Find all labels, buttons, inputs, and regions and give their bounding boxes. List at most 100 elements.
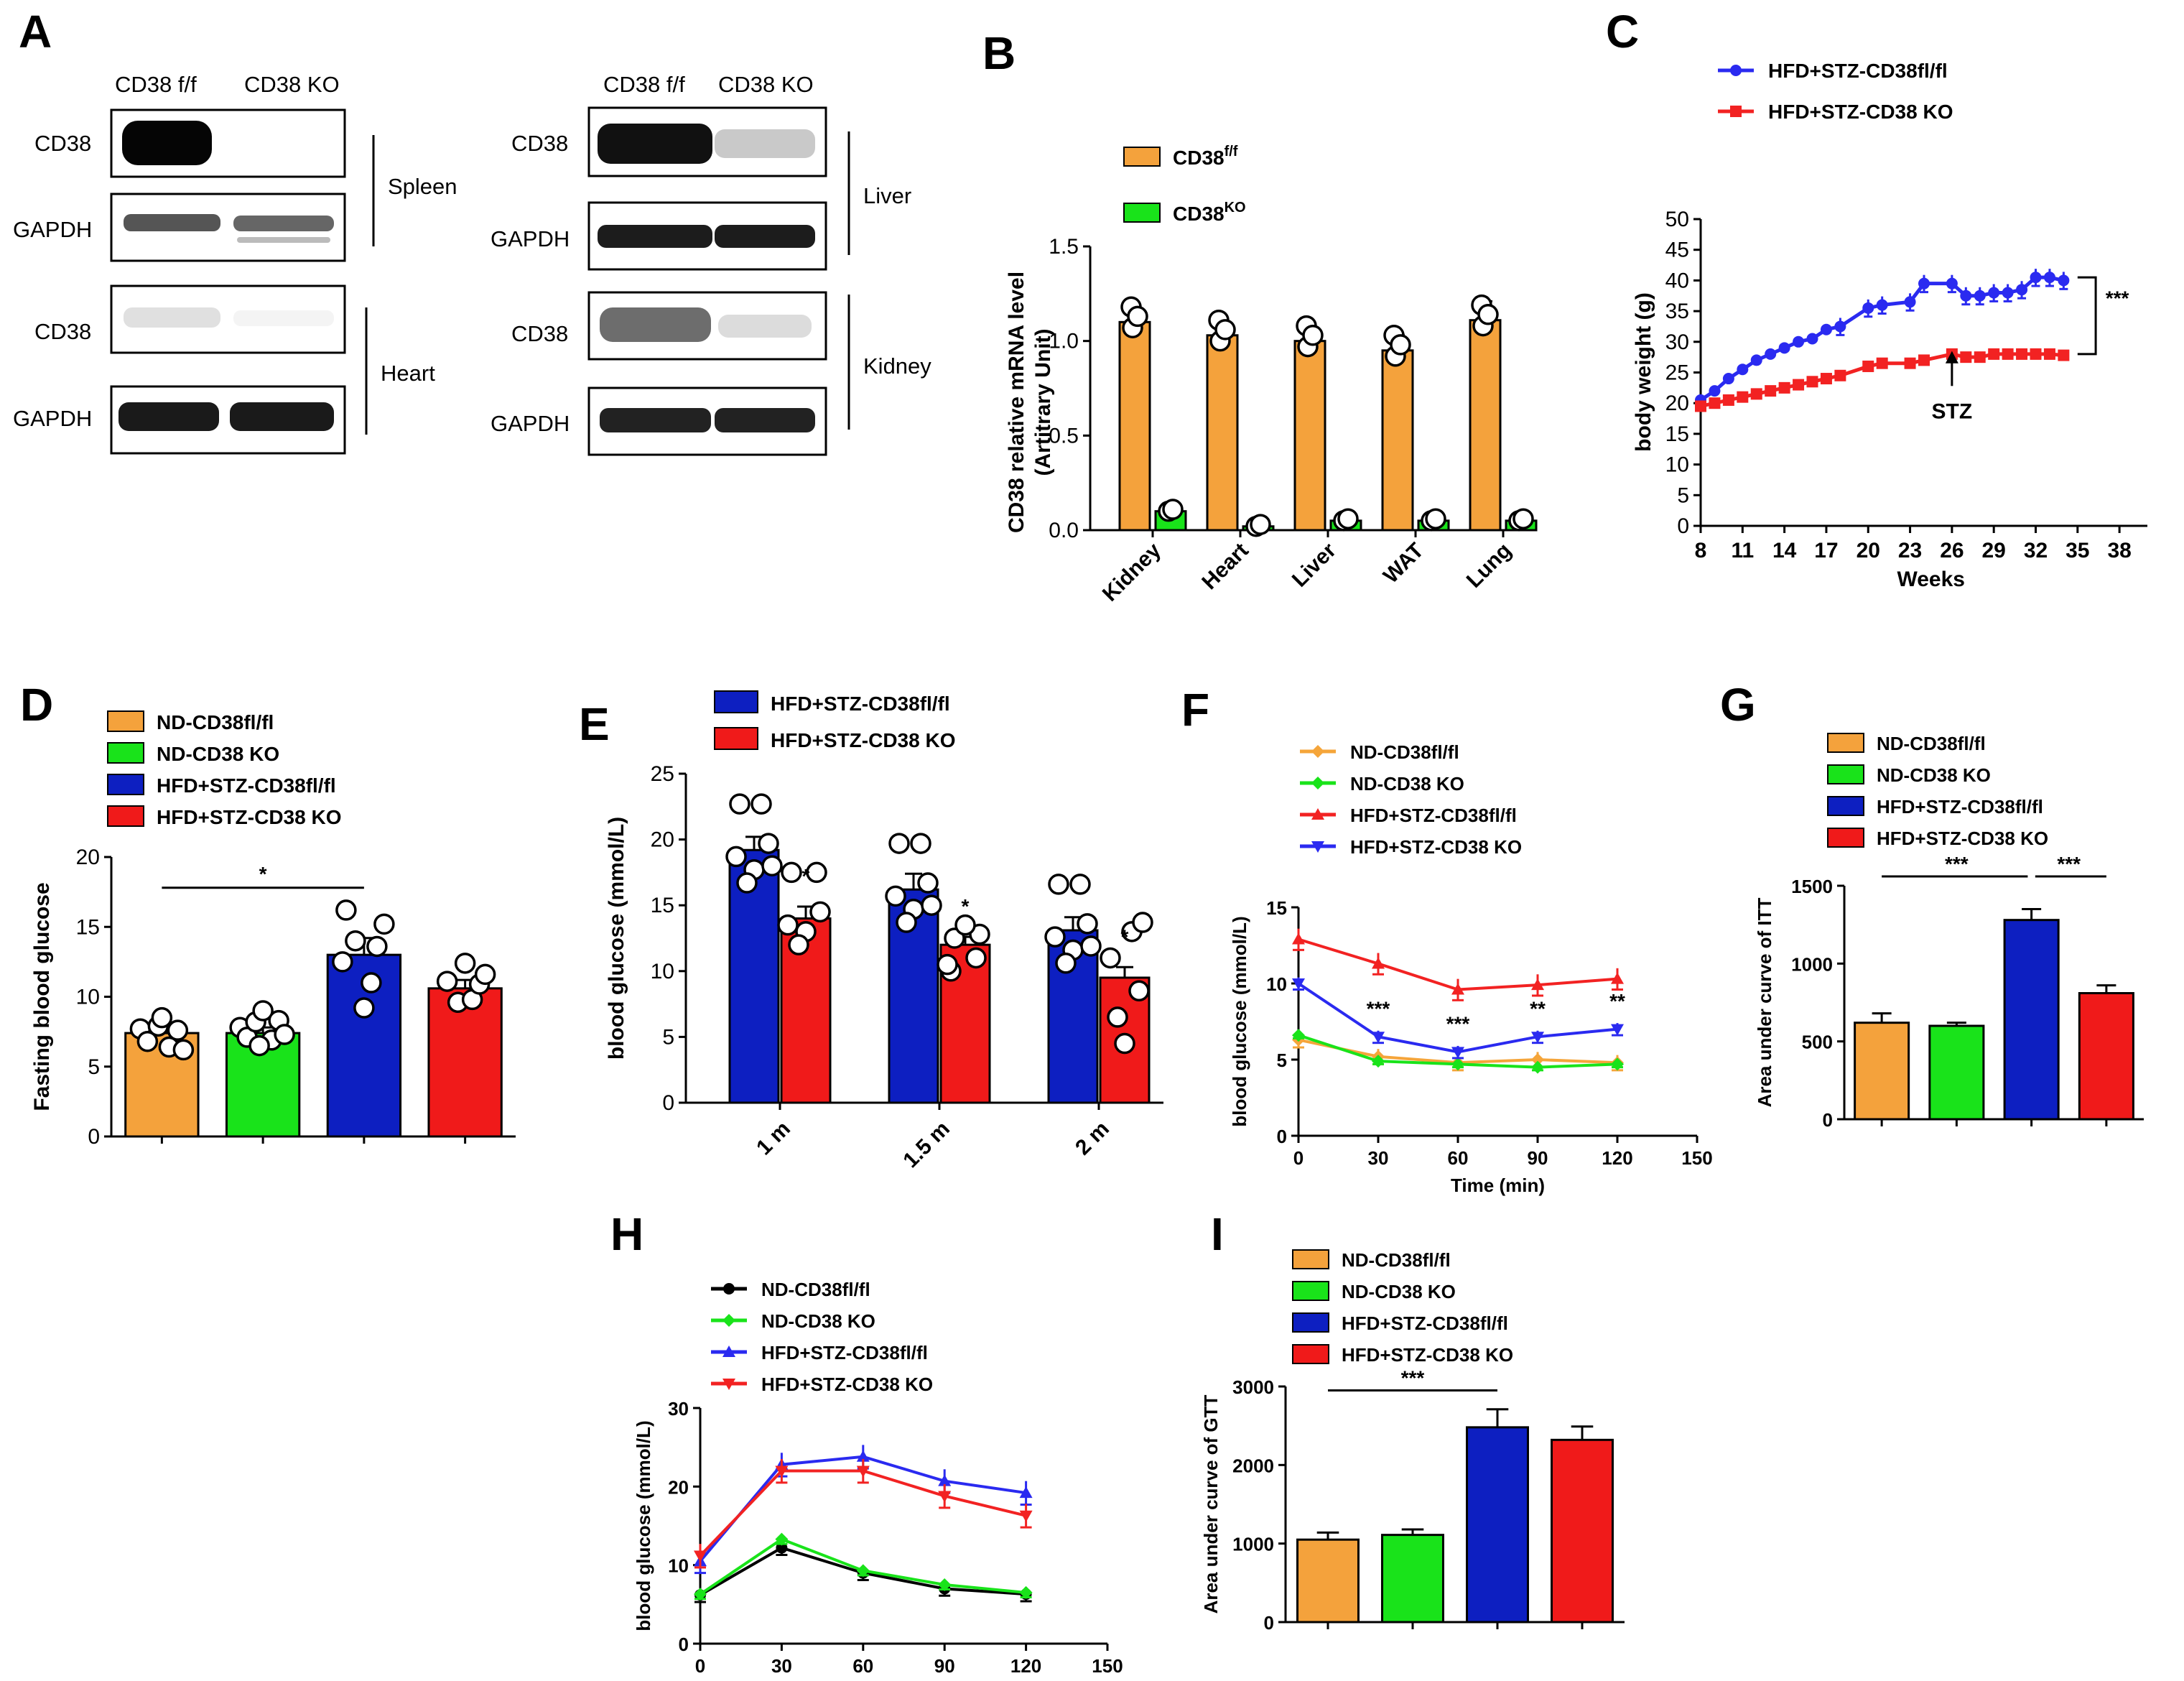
legend-2-label: ND-CD38 KO	[1342, 1281, 1456, 1302]
y-tick-label: 1500	[1791, 876, 1833, 897]
marker	[1918, 277, 1930, 290]
x-tick-label: 35	[2065, 539, 2089, 562]
blot-right: CD38 f/f CD38 KO CD38 GAPDH CD38 GAPDH L…	[491, 72, 931, 456]
y-tick-label: 0	[1264, 1612, 1274, 1634]
legend-2-label: ND-CD38 KO	[1350, 773, 1464, 795]
legend-fl-label: HFD+STZ-CD38fl/fl	[771, 693, 950, 715]
legend-ko-label: HFD+STZ-CD38 KO	[1768, 101, 1953, 123]
x-tick-label: 38	[2107, 539, 2131, 562]
data-point	[454, 953, 476, 974]
legend-3-label: HFD+STZ-CD38fl/fl	[1342, 1312, 1508, 1334]
data-point	[436, 971, 458, 992]
bar-fl	[728, 848, 780, 1104]
legend-swatch	[1123, 203, 1161, 223]
marker	[2058, 274, 2070, 287]
data-point	[910, 833, 931, 854]
marker	[775, 1532, 789, 1546]
legend-3-swatch	[107, 774, 144, 795]
x-tick-label: Kidney	[1098, 538, 1166, 606]
x-axis-label: Time (min)	[1451, 1175, 1545, 1196]
marker	[1778, 342, 1790, 354]
y-tick-label: 10	[1266, 973, 1287, 995]
data-point	[274, 1024, 295, 1045]
blot-band	[715, 129, 815, 158]
legend-label: CD38f/f	[1173, 144, 1238, 169]
y-tick-label: 25	[651, 762, 674, 786]
data-point	[1044, 926, 1066, 948]
bar-4	[1551, 1438, 1614, 1624]
data-point	[1390, 334, 1411, 356]
data-point	[335, 899, 357, 921]
significance-label: **	[1530, 998, 1546, 1020]
chart-d: 0 5 10 15 20 Fasting blood glucose ND-CD38fl/f…	[30, 710, 516, 1149]
marker	[1876, 357, 1888, 369]
marker	[1765, 348, 1777, 360]
blot-left-row-2: GAPDH	[13, 217, 92, 242]
y-axis-label: Area under curve of GTT	[1200, 1394, 1222, 1613]
y-tick-label: 10	[668, 1555, 689, 1577]
data-point	[167, 1019, 189, 1041]
y-axis-label: blood glucose (mmol/L)	[605, 817, 628, 1060]
legend-4-swatch	[1292, 1344, 1329, 1364]
y-tick-label: 5	[1277, 1050, 1287, 1071]
blot-left-col-2: CD38 KO	[244, 72, 340, 97]
y-tick-label: 500	[1802, 1032, 1833, 1053]
y-tick-label: 35	[1665, 300, 1689, 323]
legend-1-label: ND-CD38fl/fl	[157, 711, 274, 733]
marker	[2058, 349, 2070, 361]
bar-cd38-ff	[1469, 319, 1502, 532]
marker	[1820, 373, 1832, 385]
marker	[1292, 1029, 1305, 1042]
data-point	[921, 894, 942, 916]
marker	[2002, 348, 2014, 360]
legend-1-label: ND-CD38fl/fl	[1877, 733, 1986, 754]
significance-label: ***	[1401, 1366, 1425, 1389]
y-tick-label: 0	[1823, 1109, 1833, 1131]
marker	[1974, 351, 1986, 363]
data-point	[1114, 1032, 1135, 1055]
data-point	[725, 846, 747, 868]
x-tick-label: 150	[1681, 1147, 1712, 1169]
legend-1-label: ND-CD38fl/fl	[1350, 741, 1459, 763]
blot-right-col-1: CD38 f/f	[603, 72, 685, 97]
blot-left-col-1: CD38 f/f	[115, 72, 197, 97]
legend-2-label: ND-CD38 KO	[1877, 764, 1991, 786]
y-axis-label: Fasting blood glucose	[30, 882, 54, 1111]
data-point	[806, 861, 827, 884]
x-tick-label: Heart	[1197, 539, 1253, 595]
y-tick-label: 5	[88, 1055, 100, 1079]
marker	[1372, 957, 1385, 969]
marker	[1737, 363, 1749, 376]
marker	[1611, 1057, 1624, 1071]
x-axis-label: Weeks	[1897, 568, 1965, 591]
chart-b: 0.0 0.5 1.0 1.5 CD38 relative mRNA level (Art…	[1005, 144, 1538, 606]
panel-label-a: A	[19, 6, 52, 57]
marker	[1451, 983, 1464, 995]
data-point	[809, 901, 831, 923]
data-point	[136, 1030, 159, 1052]
y-tick-label: 15	[76, 915, 100, 939]
blot-band	[718, 315, 812, 338]
legend-1-swatch	[1827, 733, 1864, 753]
marker	[1292, 978, 1305, 990]
marker	[1709, 397, 1721, 409]
panel-label-d: D	[20, 679, 53, 731]
x-tick-label: 1.5 m	[898, 1117, 954, 1173]
marker	[1737, 391, 1749, 403]
legend-2-swatch	[1827, 764, 1864, 784]
blot-right-row-1: CD38	[511, 131, 568, 156]
y-axis-label-unit: (Artitrary Unit)	[1031, 328, 1055, 476]
marker	[694, 1550, 707, 1562]
significance-label: *	[259, 863, 267, 885]
legend-4-label: HFD+STZ-CD38 KO	[1877, 828, 2048, 849]
y-tick-label: 3000	[1232, 1376, 1274, 1398]
marker	[1611, 1024, 1624, 1036]
data-point	[751, 793, 772, 815]
x-tick-label: 60	[852, 1655, 873, 1677]
marker	[2043, 348, 2055, 360]
legend-ko-label: HFD+STZ-CD38 KO	[771, 729, 955, 751]
marker	[1918, 354, 1930, 366]
marker	[1730, 106, 1742, 117]
x-tick-label: 32	[2024, 539, 2048, 562]
